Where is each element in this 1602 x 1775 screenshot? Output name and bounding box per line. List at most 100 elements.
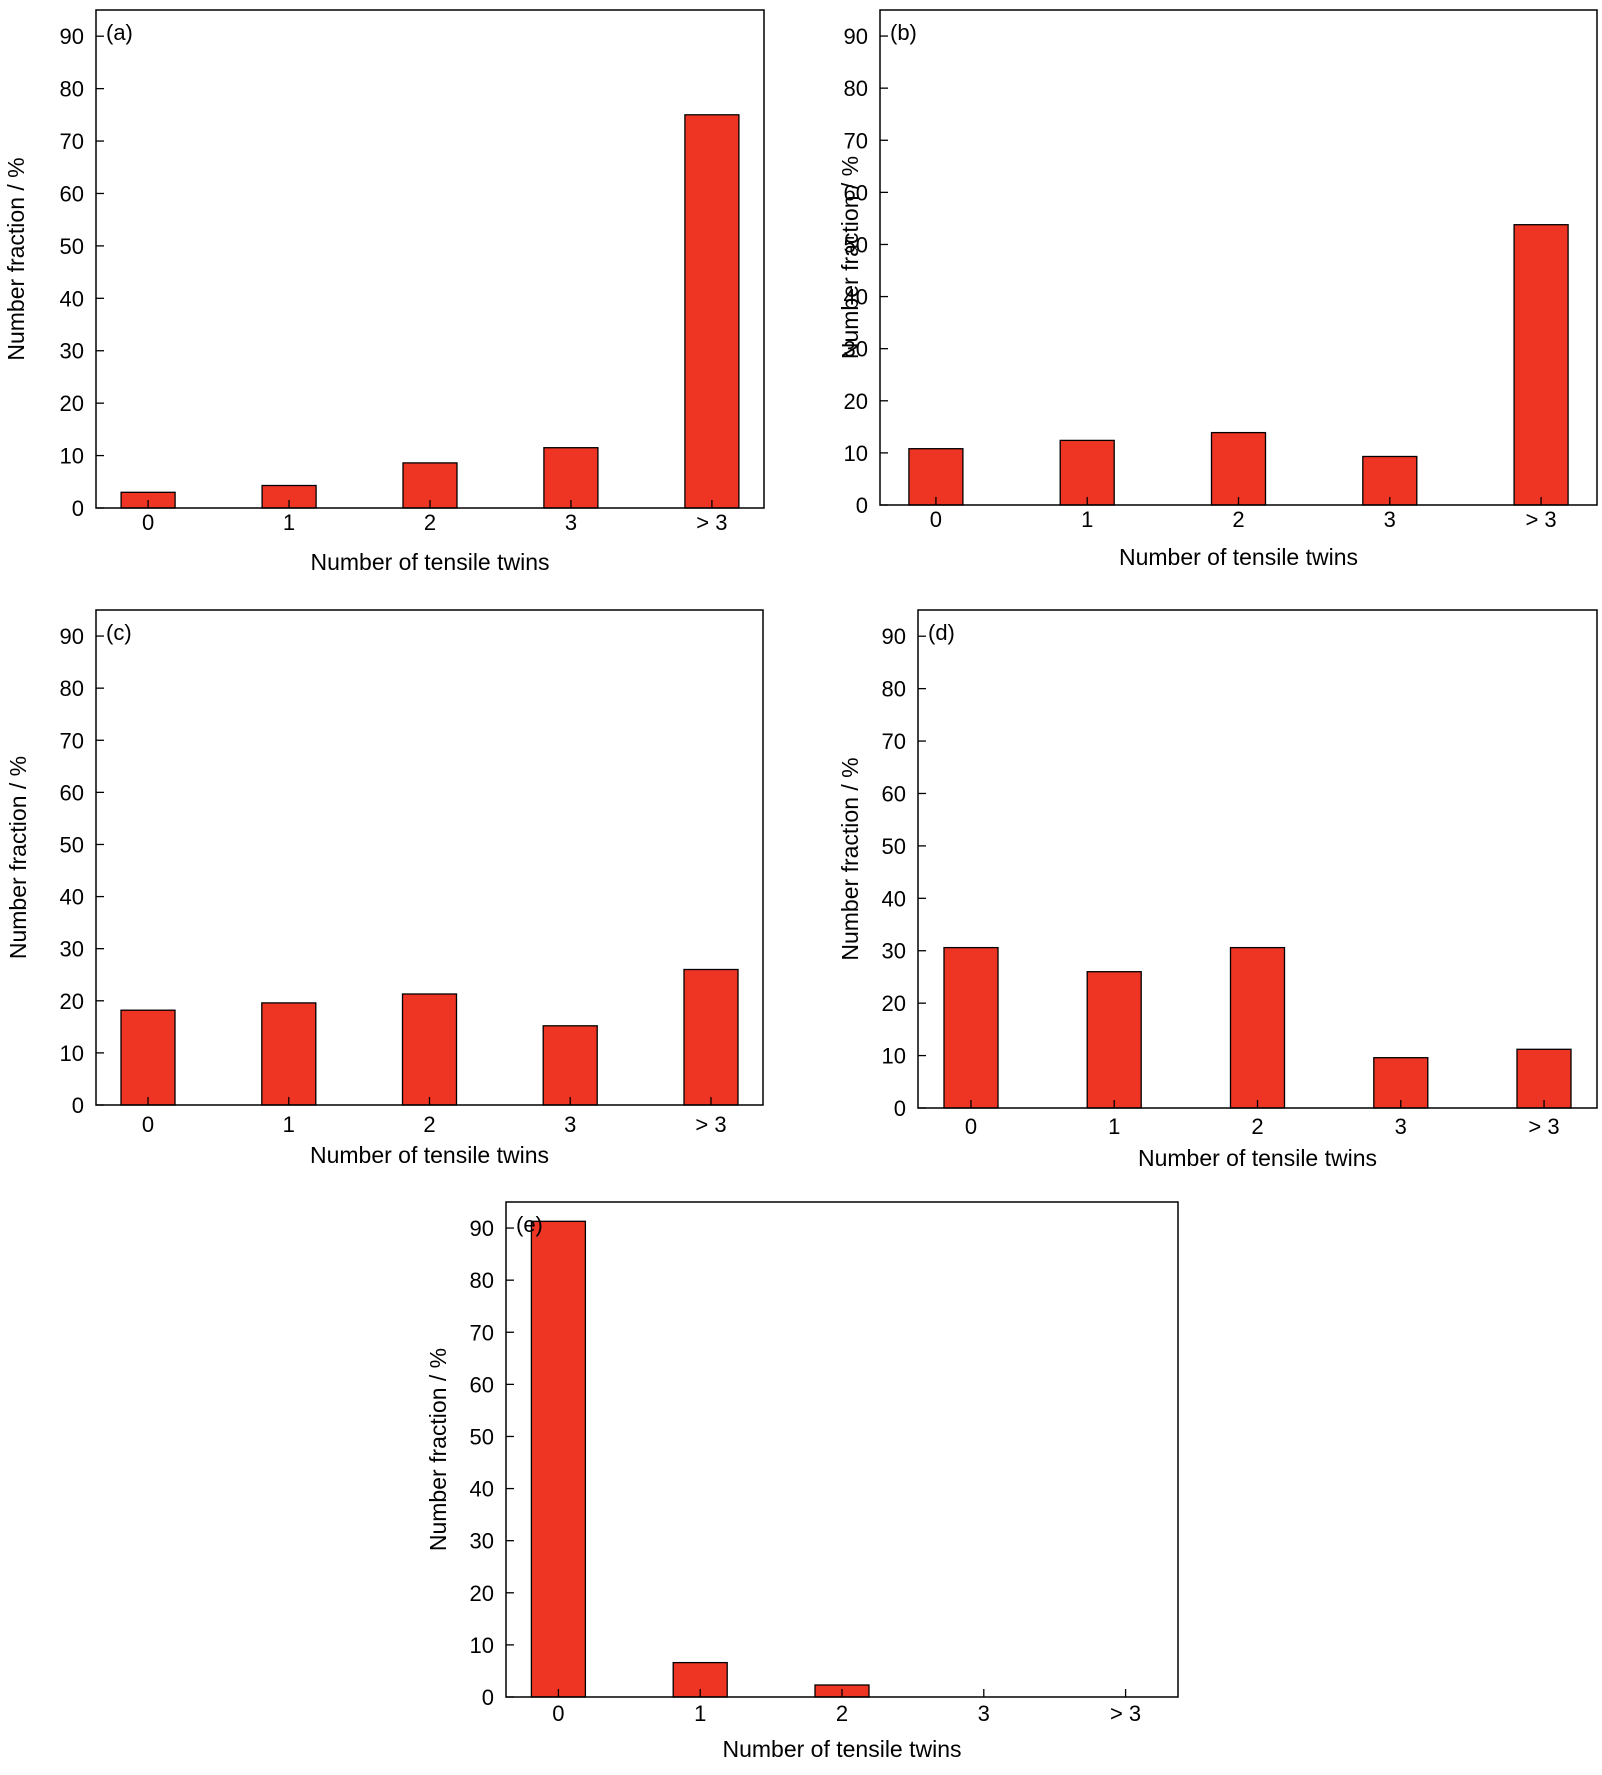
plot-frame [879,9,1598,506]
x-tick-label: 2 [1232,507,1244,532]
bar [683,968,739,1106]
y-tick-label: 20 [470,1581,494,1606]
x-tick-label: 1 [283,1112,295,1137]
y-tick-label: 0 [894,1096,906,1121]
y-tick-label: 90 [844,24,868,49]
y-axis-title: Number fraction / % [3,157,29,360]
y-tick-label: 70 [844,128,868,153]
y-tick-label: 30 [60,937,84,962]
y-tick-label: 90 [60,24,84,49]
y-tick-label: 80 [470,1268,494,1293]
y-tick-label: 40 [60,286,84,311]
y-axis-title: Number fraction / % [837,757,863,960]
chart-panel-b: 0 1 2 3 > 3 0 10 20 30 40 50 60 70 80 90 (b) Number of t… [837,9,1598,570]
bar [542,1025,598,1106]
bar [684,114,740,509]
x-tick-label: 2 [423,1112,435,1137]
panel-label: (c) [106,620,132,645]
y-tick-label: 50 [882,834,906,859]
bar [943,946,999,1109]
chart-panel-c: 0 1 2 3 > 3 0 10 20 30 40 50 60 70 80 90 (c) Number of t… [5,609,764,1168]
y-tick-label: 90 [60,624,84,649]
y-tick-label: 10 [844,441,868,466]
x-tick-label: 1 [283,510,295,535]
bar [120,1009,176,1106]
bar [1086,971,1142,1109]
y-tick-label: 90 [882,624,906,649]
plot-frame [95,609,764,1106]
bar [1373,1057,1429,1109]
x-tick-label: 1 [1108,1114,1120,1139]
y-tick-label: 20 [882,991,906,1016]
x-tick-label: 1 [694,1701,706,1726]
y-tick-label: 60 [60,780,84,805]
y-tick-label: 80 [882,677,906,702]
y-tick-label: 40 [470,1477,494,1502]
bar [261,1002,317,1106]
y-axis-title: Number fraction / % [837,156,863,359]
y-tick-label: 50 [470,1424,494,1449]
x-tick-label: 0 [552,1701,564,1726]
bar [1516,1048,1572,1109]
x-tick-label: > 3 [1528,1114,1559,1139]
x-tick-label: 1 [1081,507,1093,532]
y-tick-label: 10 [60,1041,84,1066]
x-tick-label: > 3 [695,1112,726,1137]
bar [1513,224,1569,506]
y-tick-label: 40 [882,886,906,911]
chart-panel-d: 0 1 2 3 > 3 0 10 20 30 40 50 60 70 80 90 (d) Number of t… [837,609,1598,1171]
x-tick-label: 0 [142,1112,154,1137]
x-tick-label: 0 [142,510,154,535]
x-tick-label: 3 [565,510,577,535]
y-tick-label: 60 [844,180,868,205]
bar [1362,455,1418,506]
bar [543,447,599,509]
plot-frame [95,9,765,509]
y-tick-label: 30 [882,939,906,964]
y-tick-label: 80 [60,77,84,102]
y-tick-label: 30 [470,1529,494,1554]
y-tick-label: 60 [60,181,84,206]
bar [530,1220,587,1698]
y-tick-label: 0 [72,496,84,521]
bar [1210,431,1267,506]
chart-panel-a: 0 1 2 3 > 3 0 10 20 30 40 50 60 70 80 90 (a) Number of t… [3,9,765,575]
y-tick-label: 30 [60,339,84,364]
x-tick-label: 0 [965,1114,977,1139]
y-tick-label: 60 [470,1372,494,1397]
x-tick-label: 2 [424,510,436,535]
y-tick-label: 80 [60,676,84,701]
y-tick-label: 0 [72,1093,84,1118]
y-tick-label: 80 [844,76,868,101]
y-tick-label: 50 [60,832,84,857]
y-axis-title: Number fraction / % [5,756,31,959]
y-tick-label: 60 [882,781,906,806]
plot-frame [505,1201,1179,1698]
x-axis-title: Number of tensile twins [310,1142,549,1168]
panel-label: (d) [928,620,955,645]
x-axis-title: Number of tensile twins [1138,1145,1377,1171]
x-tick-label: > 3 [1525,507,1556,532]
x-tick-label: 3 [564,1112,576,1137]
y-tick-label: 50 [60,234,84,259]
panel-label: (e) [516,1212,543,1237]
y-tick-label: 30 [844,337,868,362]
y-tick-label: 0 [856,493,868,518]
y-tick-label: 20 [60,391,84,416]
y-tick-label: 90 [470,1216,494,1241]
x-tick-label: > 3 [1110,1701,1141,1726]
x-tick-label: 3 [978,1701,990,1726]
x-tick-label: 0 [930,507,942,532]
x-axis-title: Number of tensile twins [1119,544,1358,570]
y-tick-label: 10 [60,444,84,469]
x-axis-title: Number of tensile twins [722,1736,961,1762]
y-tick-label: 40 [844,285,868,310]
y-tick-label: 70 [60,129,84,154]
y-tick-label: 70 [882,729,906,754]
panel-label: (a) [106,20,133,45]
x-tick-label: 3 [1395,1114,1407,1139]
y-tick-label: 40 [60,885,84,910]
y-tick-label: 10 [882,1044,906,1069]
y-tick-label: 0 [482,1685,494,1710]
chart-panel-e: 0 1 2 3 > 3 0 10 20 30 40 50 60 70 80 90 (e) Number of t… [425,1201,1179,1762]
